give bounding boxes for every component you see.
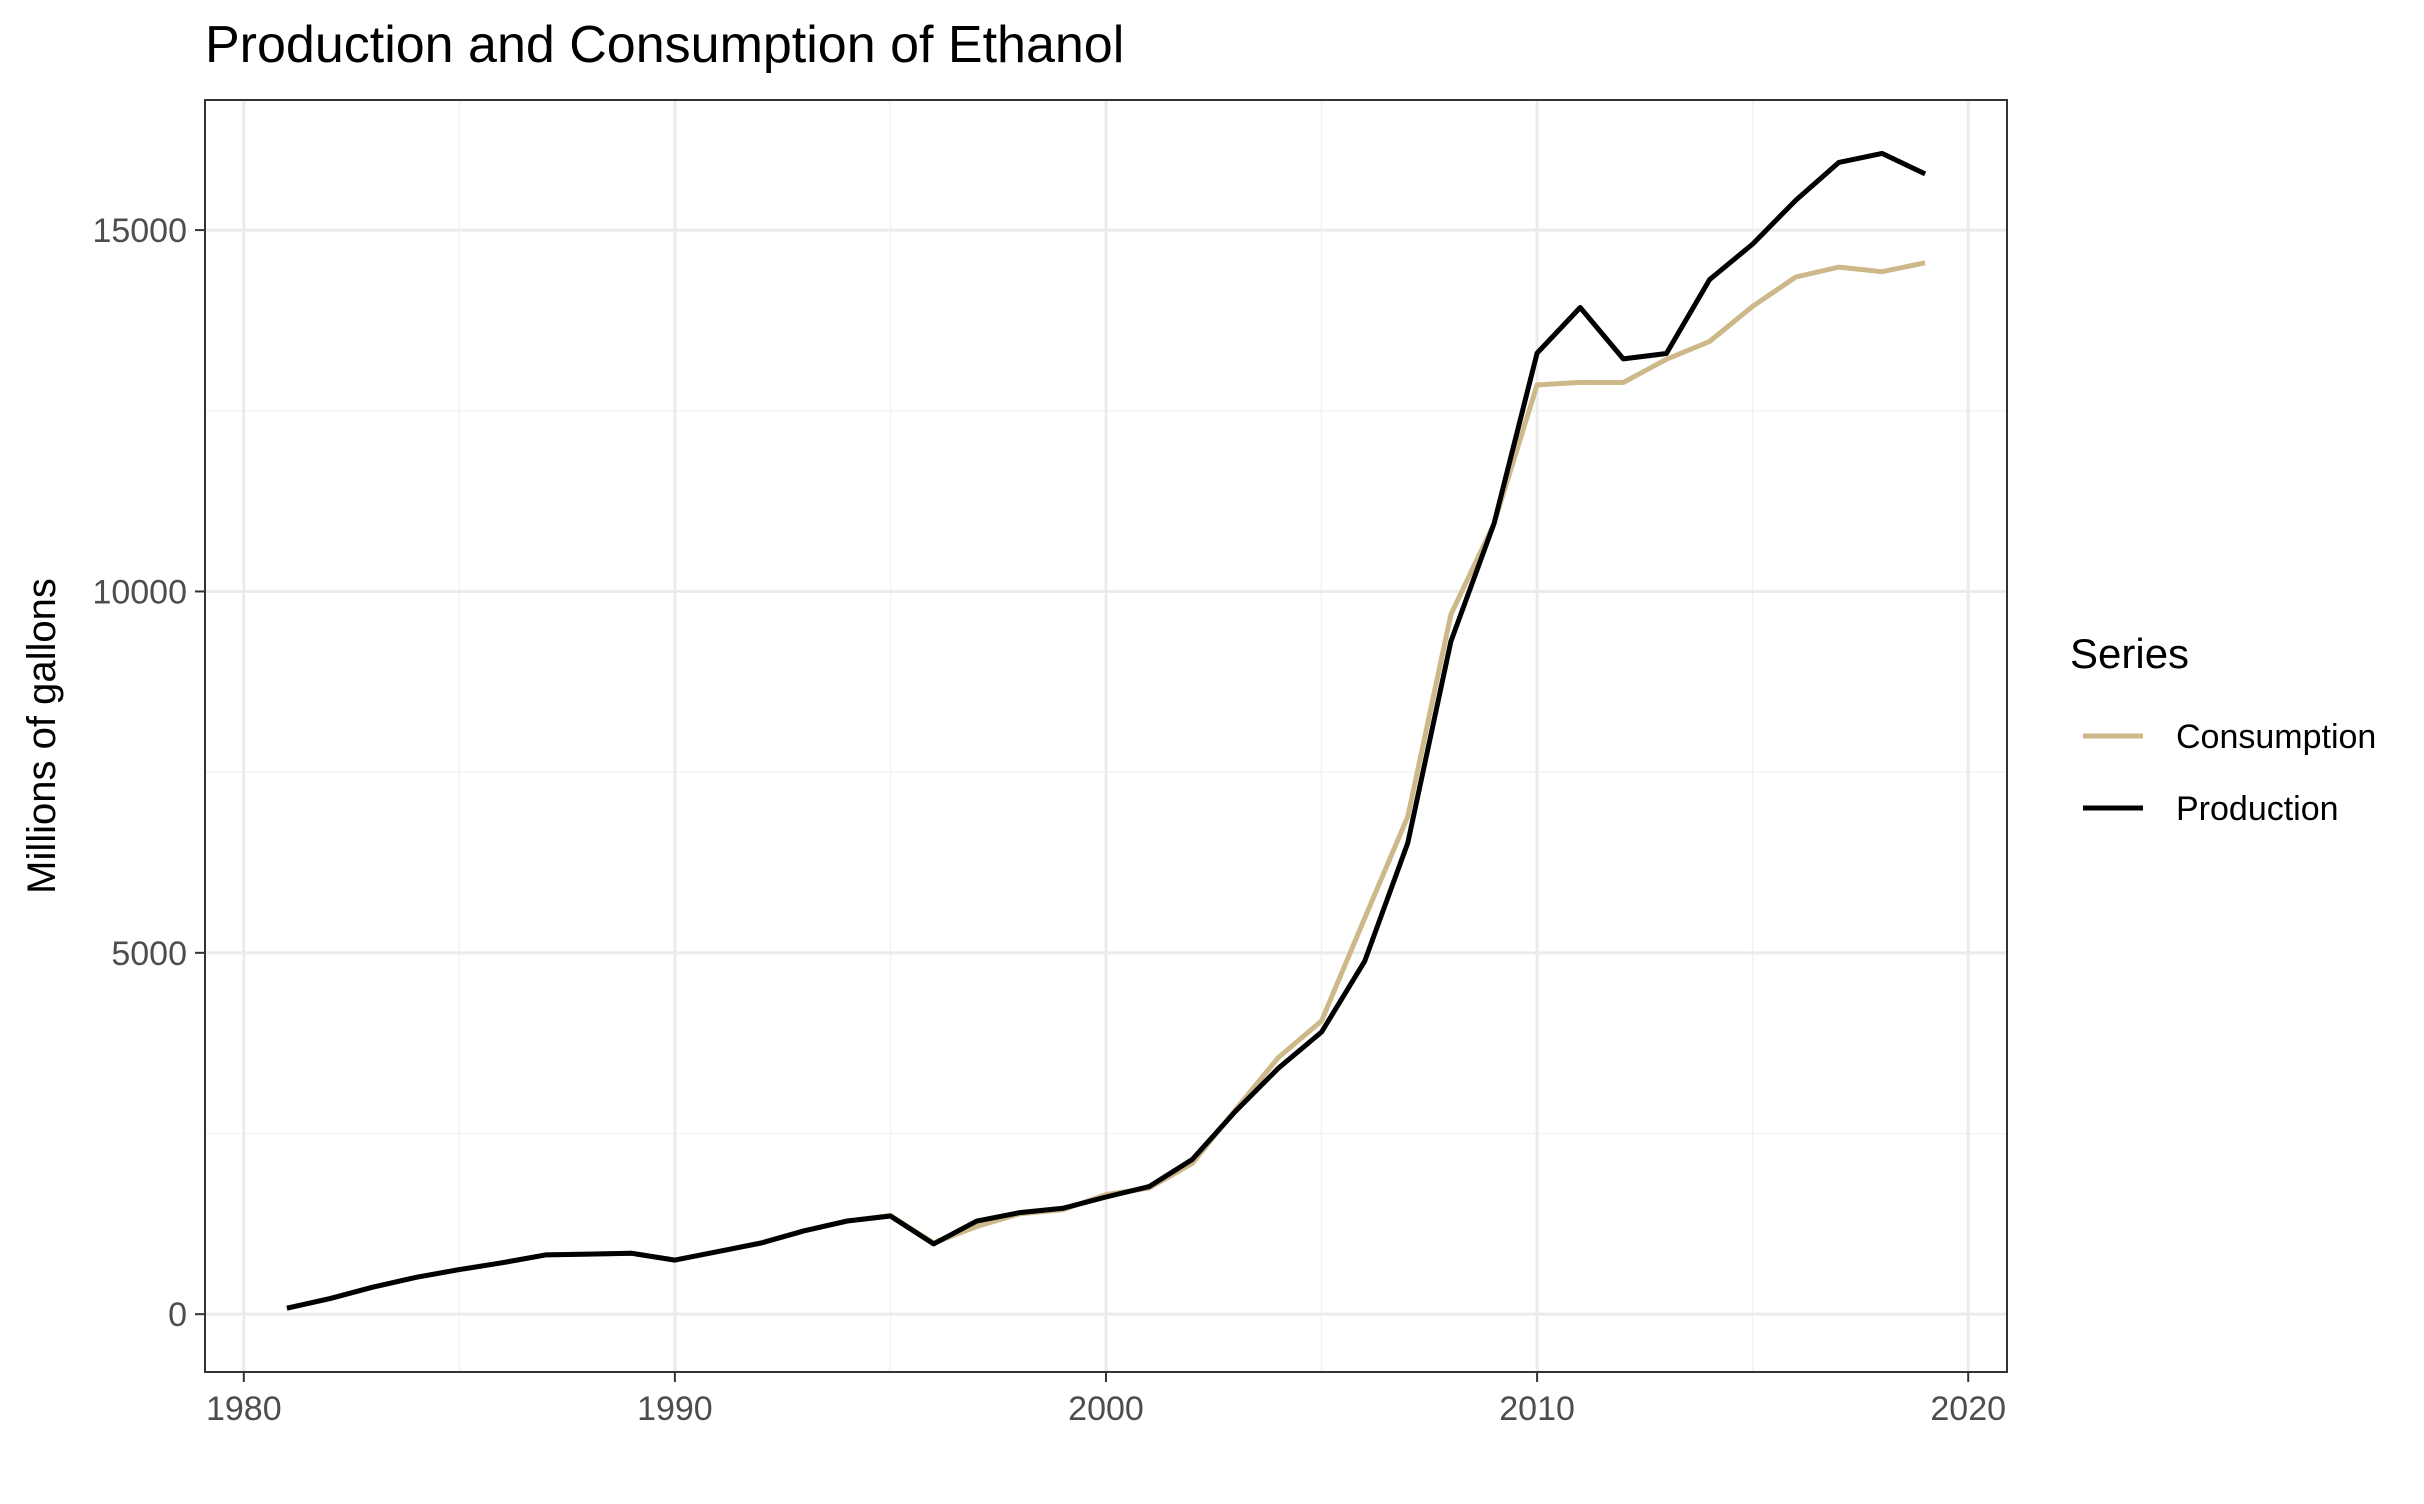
legend: Series Consumption Production — [2070, 630, 2376, 828]
y-tick-label: 10000 — [92, 573, 187, 611]
x-tick-label: 2000 — [1068, 1390, 1144, 1428]
y-tick-label: 0 — [168, 1296, 187, 1334]
x-tick-label: 2020 — [1930, 1390, 2006, 1428]
legend-label: Consumption — [2176, 718, 2376, 756]
y-tick-label: 15000 — [92, 212, 187, 250]
x-axis: 1980 1990 2000 2010 2020 — [206, 1372, 2006, 1428]
series-line-production — [286, 150, 1927, 1311]
major-gridlines — [205, 100, 2007, 1372]
y-axis-title: Millions of gallons — [20, 578, 64, 894]
legend-item-production: Production — [2083, 790, 2339, 828]
x-tick-label: 1990 — [637, 1390, 713, 1428]
y-axis: 0 5000 10000 15000 — [92, 212, 205, 1334]
series-lines — [286, 150, 1927, 1311]
x-tick-label: 1980 — [206, 1390, 282, 1428]
y-tick-label: 5000 — [111, 935, 187, 973]
legend-items: Consumption Production — [2083, 718, 2376, 828]
legend-label: Production — [2176, 790, 2339, 828]
legend-item-consumption: Consumption — [2083, 718, 2376, 756]
x-tick-label: 2010 — [1499, 1390, 1575, 1428]
legend-title: Series — [2070, 630, 2189, 677]
chart-title: Production and Consumption of Ethanol — [205, 16, 1124, 74]
